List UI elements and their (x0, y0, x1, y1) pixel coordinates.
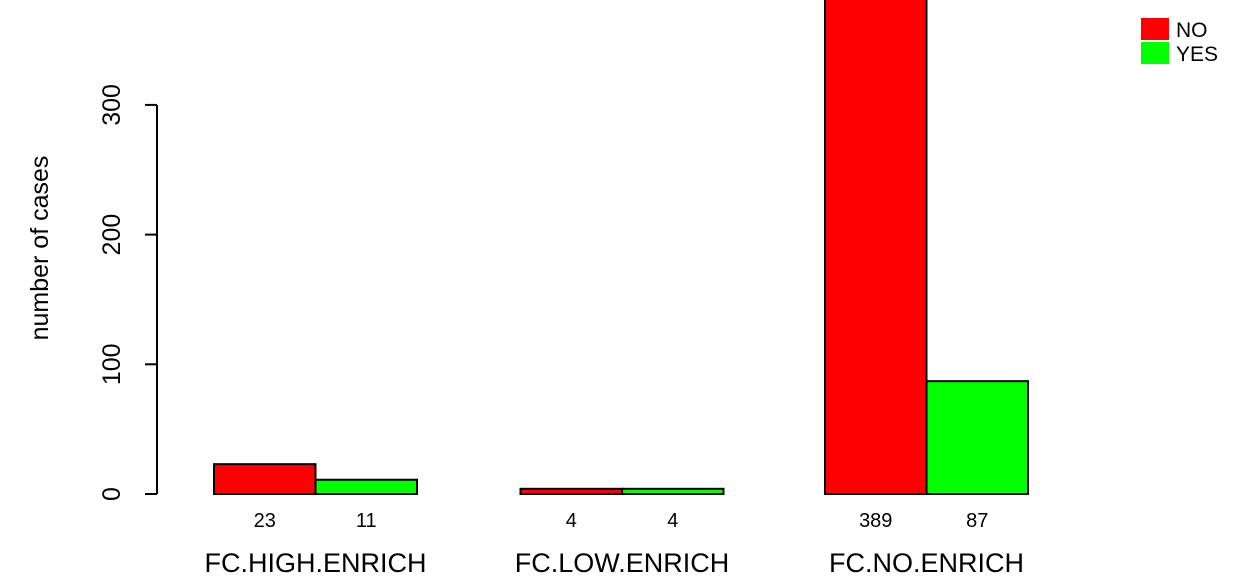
y-tick-label: 200 (98, 214, 126, 256)
bars (213, 0, 1029, 496)
bar-data-label: 4 (566, 510, 577, 532)
bar-fc-no-enrich-no (824, 0, 928, 495)
y-axis-label: number of cases (26, 156, 54, 341)
bar-data-label: 4 (667, 510, 678, 532)
bar-data-label: 23 (254, 510, 276, 532)
legend-label-no: NO (1176, 19, 1208, 42)
x-tick-label: FC.NO.ENRICH (829, 548, 1024, 578)
y-tick-label: 0 (98, 487, 126, 501)
bar-data-label: 11 (356, 510, 377, 532)
y-axis-ticks: 0 100 200 300 (98, 84, 157, 501)
legend-label-yes: YES (1176, 43, 1218, 66)
bar-fc-low-enrich-yes (621, 487, 725, 496)
bar-data-label: 87 (966, 510, 988, 532)
legend-swatch-yes (1141, 42, 1169, 64)
data-labels: 23 11 4 4 389 87 (254, 510, 989, 532)
bar-fc-high-enrich-no (213, 463, 317, 496)
bar-data-label: 389 (859, 510, 892, 532)
bar-fc-high-enrich-yes (314, 478, 418, 496)
x-tick-label: FC.LOW.ENRICH (515, 548, 730, 578)
bar-fc-low-enrich-no (519, 487, 623, 496)
x-tick-label: FC.HIGH.ENRICH (205, 548, 427, 578)
y-tick-label: 300 (98, 84, 126, 126)
legend-swatch-no (1141, 18, 1169, 40)
bar-fc-no-enrich-yes (925, 380, 1029, 496)
y-tick-label: 100 (98, 343, 126, 385)
x-axis-tick-labels: FC.HIGH.ENRICH FC.LOW.ENRICH FC.NO.ENRICH (205, 548, 1025, 578)
